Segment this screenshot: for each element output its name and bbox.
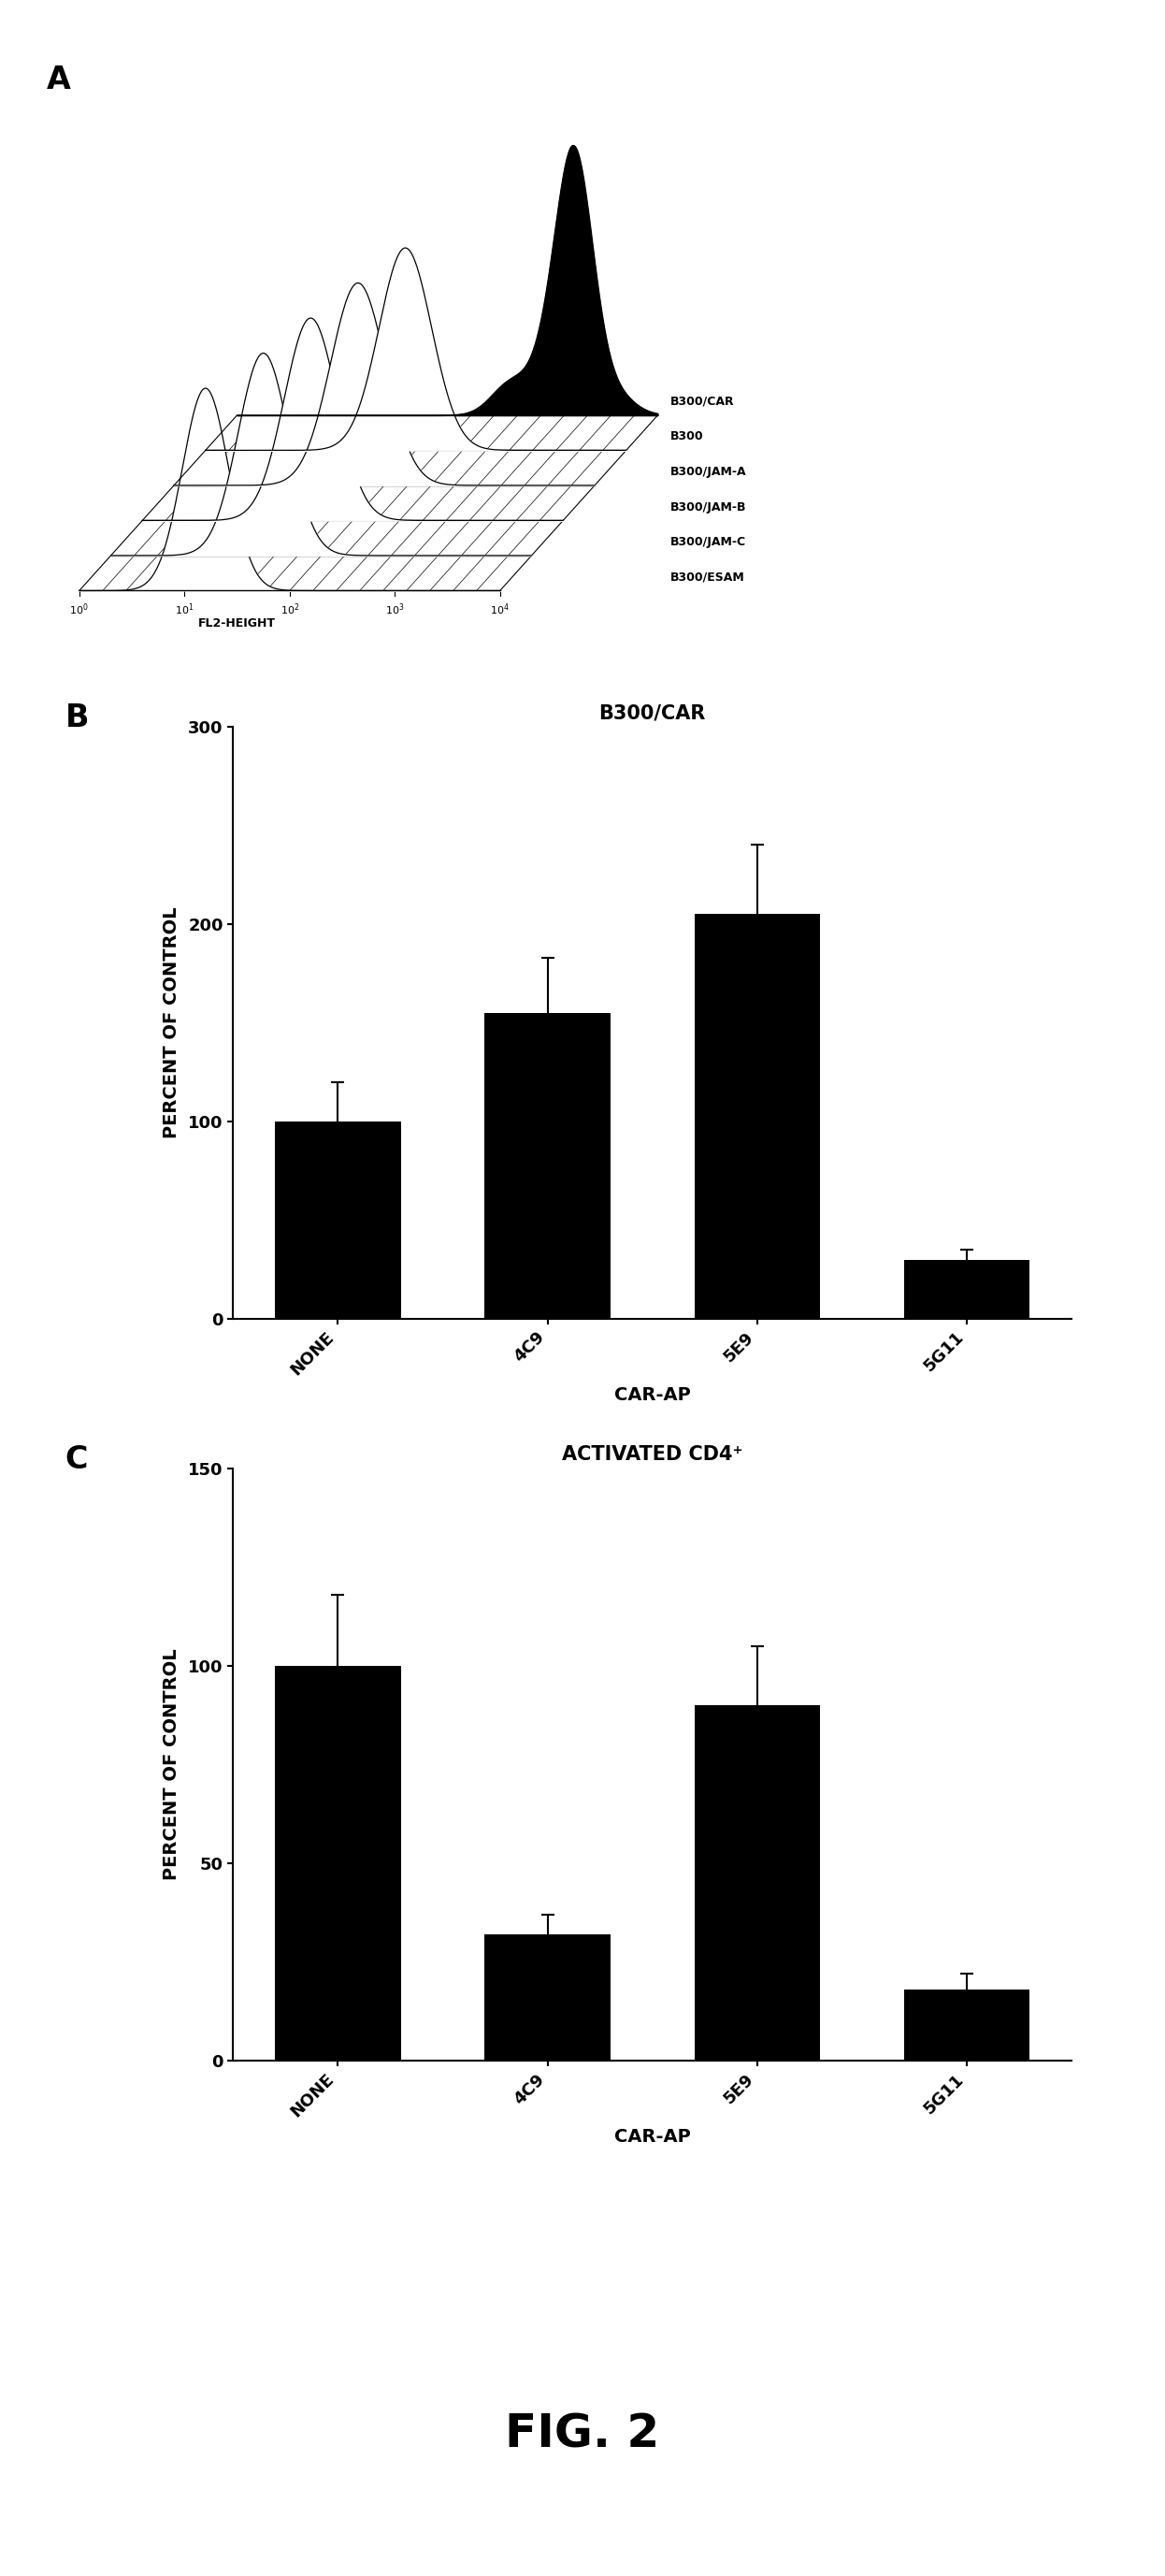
Bar: [694, 1705, 820, 2061]
Text: $10^2$: $10^2$: [280, 600, 299, 618]
Bar: [904, 1260, 1030, 1319]
Bar: [904, 1989, 1030, 2061]
Bar: [275, 1667, 401, 2061]
Text: $10^1$: $10^1$: [175, 600, 195, 618]
X-axis label: CAR-AP: CAR-AP: [614, 2128, 691, 2146]
Text: FL2-HEIGHT: FL2-HEIGHT: [198, 618, 276, 629]
Text: FIG. 2: FIG. 2: [506, 2411, 659, 2458]
Text: $10^4$: $10^4$: [490, 600, 510, 618]
Bar: [694, 914, 820, 1319]
Text: $10^3$: $10^3$: [386, 600, 404, 618]
Y-axis label: PERCENT OF CONTROL: PERCENT OF CONTROL: [163, 907, 181, 1139]
Bar: [485, 1012, 610, 1319]
Text: B300/JAM-A: B300/JAM-A: [670, 466, 747, 479]
Text: C: C: [65, 1445, 89, 1476]
Text: B300/JAM-C: B300/JAM-C: [670, 536, 747, 549]
Text: B300/CAR: B300/CAR: [670, 397, 734, 407]
Y-axis label: PERCENT OF CONTROL: PERCENT OF CONTROL: [163, 1649, 181, 1880]
Text: A: A: [47, 64, 71, 95]
Text: B: B: [65, 703, 89, 734]
Text: B300/JAM-B: B300/JAM-B: [670, 500, 747, 513]
X-axis label: CAR-AP: CAR-AP: [614, 1386, 691, 1404]
Title: B300/CAR: B300/CAR: [599, 703, 706, 721]
Text: $10^0$: $10^0$: [70, 600, 89, 618]
Bar: [275, 1121, 401, 1319]
Title: ACTIVATED CD4⁺: ACTIVATED CD4⁺: [562, 1445, 743, 1463]
Text: B300/ESAM: B300/ESAM: [670, 572, 744, 582]
Text: B300: B300: [670, 430, 704, 443]
Bar: [485, 1935, 610, 2061]
